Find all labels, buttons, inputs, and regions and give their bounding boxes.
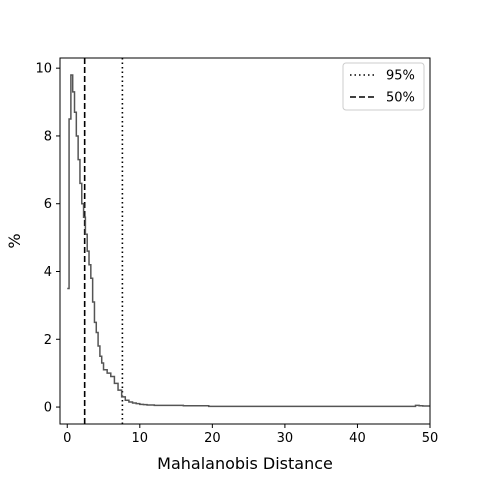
x-tick-label: 0 (63, 431, 71, 446)
axes-frame (59, 57, 431, 425)
y-tick-label: 4 (44, 265, 52, 280)
y-tick-label: 8 (44, 129, 52, 144)
legend-box (342, 62, 425, 111)
y-tick-label: 6 (44, 197, 52, 212)
series-layer (67, 74, 430, 408)
reference-lines (83, 58, 124, 424)
y-axis-ticks: 0 2 4 6 8 10 (35, 62, 60, 416)
x-axis-ticks: 0 10 20 30 40 50 (63, 424, 438, 446)
legend-label-50: 50% (386, 91, 415, 106)
x-tick-label: 30 (277, 431, 294, 446)
histogram-step-line (67, 74, 430, 408)
y-tick-label: 10 (35, 62, 52, 77)
legend: 95% 50% (342, 62, 425, 111)
y-axis-label: % (5, 233, 24, 248)
legend-label-95: 95% (386, 69, 415, 84)
y-tick-label: 0 (44, 401, 52, 416)
y-tick-label: 2 (44, 333, 52, 348)
x-tick-label: 20 (204, 431, 221, 446)
x-tick-label: 50 (422, 431, 439, 446)
x-axis-label: Mahalanobis Distance (157, 454, 333, 473)
x-tick-label: 10 (132, 431, 149, 446)
x-tick-label: 40 (349, 431, 366, 446)
